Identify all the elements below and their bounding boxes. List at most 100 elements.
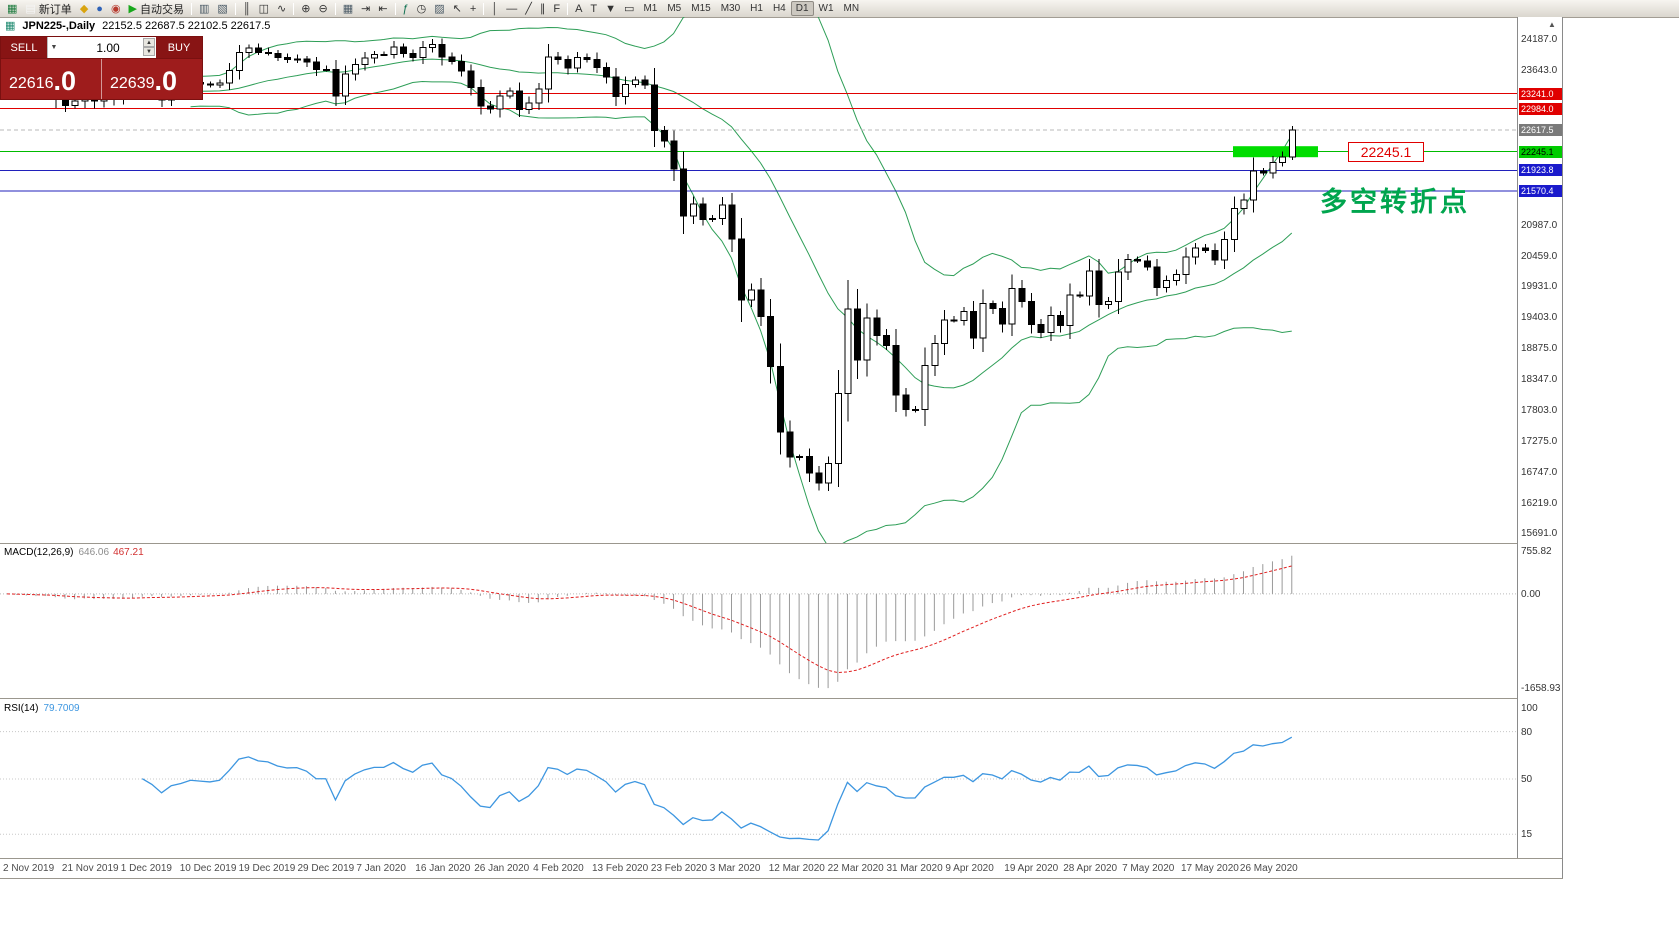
buy-price-main: 22639: [110, 75, 155, 92]
axis-price-label: 24187.0: [1521, 33, 1558, 45]
tile-windows-icon[interactable]: ▦: [339, 1, 357, 16]
bar-chart-icon[interactable]: ║: [239, 1, 255, 16]
order-type-dropdown[interactable]: ▼: [47, 37, 60, 58]
gold-icon[interactable]: ◆: [76, 1, 92, 16]
rsi-pane[interactable]: [0, 700, 1517, 863]
indicators-icon-icon: ƒ: [402, 2, 409, 15]
macd-scale-label: 755.82: [1521, 545, 1552, 557]
axis-price-label: 17803.0: [1521, 405, 1558, 417]
date-label: 3 Mar 2020: [709, 863, 761, 874]
refresh-icon-icon: ◉: [110, 2, 121, 15]
terminal-icon[interactable]: ▦: [3, 1, 21, 16]
line-chart-icon[interactable]: ∿: [273, 1, 290, 16]
fibonacci-icon[interactable]: F: [549, 1, 564, 16]
timeframe-h4[interactable]: H4: [772, 3, 786, 14]
arrows-icon[interactable]: ▼: [601, 1, 620, 16]
pane-separator[interactable]: [0, 543, 1563, 544]
date-label: 10 Dec 2019: [179, 863, 237, 874]
timeframe-m15[interactable]: M15: [691, 3, 711, 14]
accounts-icon-icon: ●: [96, 2, 103, 15]
axis-price-label: 18875.0: [1521, 342, 1558, 354]
axis-price-label: 16747.0: [1521, 466, 1558, 478]
label-icon[interactable]: T: [586, 1, 601, 16]
new-chart-icon-icon: ▥: [199, 2, 210, 15]
sell-price[interactable]: 22616 .0: [1, 59, 101, 99]
axis-price-tag: 21923.8: [1519, 164, 1562, 177]
timeframe-m5[interactable]: M5: [667, 3, 682, 14]
price-flag-annotation[interactable]: 22245.1: [1348, 142, 1424, 162]
refresh-icon[interactable]: ◉: [107, 1, 125, 16]
trendline-icon-icon: ╱: [525, 2, 532, 15]
shapes-icon-icon: ▭: [624, 2, 635, 15]
macd-value-main: 646.06: [78, 547, 110, 558]
vertical-line-icon[interactable]: │: [487, 1, 502, 16]
chart-shift-icon-icon: ⇤: [378, 2, 388, 15]
zoom-out-icon[interactable]: ⊖: [314, 1, 331, 16]
new-order-button[interactable]: ▤ 新订单: [21, 1, 75, 16]
volume-steppers: ▲ ▼: [143, 38, 155, 56]
gold-icon-icon: ◆: [79, 2, 89, 15]
timeframe-h1[interactable]: H1: [750, 3, 763, 14]
text-icon[interactable]: A: [571, 1, 586, 16]
candlestick-chart-icon[interactable]: ◫: [255, 1, 273, 16]
timeframe-w1[interactable]: W1: [818, 3, 834, 14]
periods-icon[interactable]: ◷: [413, 1, 431, 16]
macd-scale-label: -1658.93: [1521, 683, 1561, 695]
indicators-icon[interactable]: ƒ: [399, 1, 413, 16]
cursor-icon[interactable]: ↖: [449, 1, 466, 16]
date-label: 9 Apr 2020: [945, 863, 994, 874]
macd-pane[interactable]: [0, 545, 1517, 703]
toolbar: ▦ ▤ 新订单 ◆ ● ◉ ▶ 自动交易 ▥ ▧ ║ ◫ ∿ ⊕ ⊖ ▦ ⇥ ⇤ ƒ ◷ ▨ ↖ + │ ― ╱ ∥ F A T ▼ ▭ M1…: [0, 0, 1679, 18]
axis-price-tag: 22245.1: [1519, 145, 1562, 158]
scroll-up-icon[interactable]: ▲: [1548, 20, 1556, 29]
date-label: 22 Mar 2020: [827, 863, 884, 874]
channel-icon-icon: ∥: [539, 2, 546, 15]
price-chart[interactable]: [0, 0, 1517, 548]
window-bottom-border: [0, 878, 1563, 879]
timeframe-m30[interactable]: M30: [720, 3, 741, 14]
volume-input[interactable]: 1.00 ▲ ▼: [60, 37, 156, 58]
volume-up-icon[interactable]: ▲: [143, 38, 155, 47]
volume-value: 1.00: [96, 40, 120, 55]
date-label: 26 Jan 2020: [474, 863, 530, 874]
pane-separator[interactable]: [0, 698, 1563, 699]
timeframe-group: M1 M5 M15 M30 H1 H4 D1 W1 MN: [638, 1, 864, 16]
pane-separator: [0, 858, 1563, 859]
chart-shift-icon[interactable]: ⇤: [374, 1, 391, 16]
date-label: 12 Mar 2020: [768, 863, 825, 874]
macd-value-signal: 467.21: [113, 547, 144, 558]
chart-symbol-icon: ▦: [5, 20, 16, 32]
new-chart-icon[interactable]: ▥: [195, 1, 213, 16]
auto-scroll-icon[interactable]: ⇥: [357, 1, 374, 16]
date-label: 2 Nov 2019: [3, 863, 55, 874]
timeframe-m1[interactable]: M1: [643, 3, 658, 14]
templates-icon[interactable]: ▨: [430, 1, 448, 16]
rsi-name: RSI(14): [4, 703, 39, 714]
buy-price[interactable]: 22639 .0: [101, 59, 202, 99]
crosshair-icon-icon: +: [469, 2, 477, 15]
date-label: 28 Apr 2020: [1063, 863, 1118, 874]
accounts-icon[interactable]: ●: [92, 1, 107, 16]
date-label: 19 Apr 2020: [1004, 863, 1059, 874]
crosshair-icon[interactable]: +: [466, 1, 480, 16]
new-order-icon: ▤: [25, 2, 36, 15]
zoom-in-icon[interactable]: ⊕: [297, 1, 314, 16]
axis-price-label: 19931.0: [1521, 281, 1558, 293]
auto-trading-button[interactable]: ▶ 自动交易: [125, 1, 188, 16]
buy-button[interactable]: BUY: [156, 37, 202, 58]
horizontal-line-icon[interactable]: ―: [502, 1, 521, 16]
chart-title: ▦ JPN225-,Daily 22152.5 22687.5 22102.5 …: [5, 20, 270, 32]
fibonacci-icon-icon: F: [553, 2, 561, 15]
timeframe-mn[interactable]: MN: [843, 3, 860, 14]
trendline-icon[interactable]: ╱: [521, 1, 536, 16]
turning-point-annotation: 多空转折点: [1320, 187, 1470, 217]
sell-button[interactable]: SELL: [1, 37, 47, 58]
line-chart-icon-icon: ∿: [277, 2, 287, 15]
shapes-icon[interactable]: ▭: [620, 1, 638, 16]
profiles-icon-icon: ▧: [217, 2, 228, 15]
toolbar-separator: [191, 2, 193, 15]
channel-icon[interactable]: ∥: [536, 1, 550, 16]
timeframe-d1[interactable]: D1: [790, 1, 814, 16]
volume-down-icon[interactable]: ▼: [143, 47, 155, 56]
profiles-icon[interactable]: ▧: [213, 1, 231, 16]
